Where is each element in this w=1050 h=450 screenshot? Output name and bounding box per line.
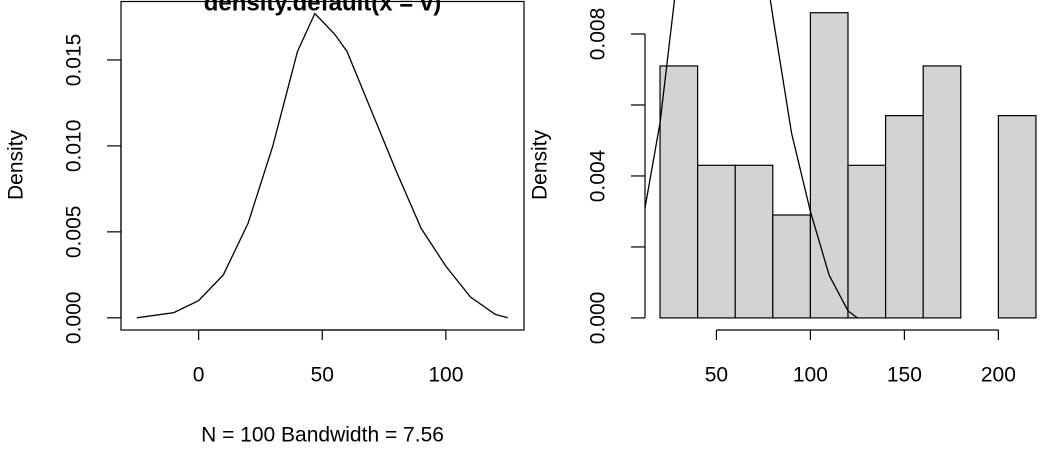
x-tick-label: 100 [793,364,828,387]
y-tick-label: 0.008 [587,8,610,61]
y-tick-label: 0.005 [63,206,86,259]
density-line [136,12,508,319]
histogram-bar [997,115,1037,319]
y-axis-label: Density [5,129,28,200]
histogram-bar [772,214,812,319]
y-tick-label: 0.000 [587,292,610,345]
y-tick-label: 0.015 [63,34,86,87]
x-tick-label: 100 [428,364,463,387]
histogram-bar [659,65,699,319]
histogram-bar [697,164,736,319]
x-tick-label: 0 [193,364,205,387]
x-tick-label: 50 [311,364,334,387]
chart-title: density.default(x = v) [204,0,442,16]
x-tick-label: 50 [705,364,728,387]
y-tick-label: 0.010 [63,120,86,173]
y-axis-label: Density [529,129,552,200]
histogram-bar [922,65,962,319]
histogram-bar [847,164,887,319]
histogram-bar [809,12,849,319]
histogram-bar [884,115,924,319]
x-tick-label: 150 [887,364,922,387]
y-tick-label: 0.004 [587,149,610,202]
y-tick-label: 0.000 [63,292,86,345]
density-line [645,0,858,319]
x-tick-label: 200 [981,364,1016,387]
x-axis-label: N = 100 Bandwidth = 7.56 [201,424,444,447]
histogram-bar [734,164,774,319]
plot-frame [120,0,525,331]
